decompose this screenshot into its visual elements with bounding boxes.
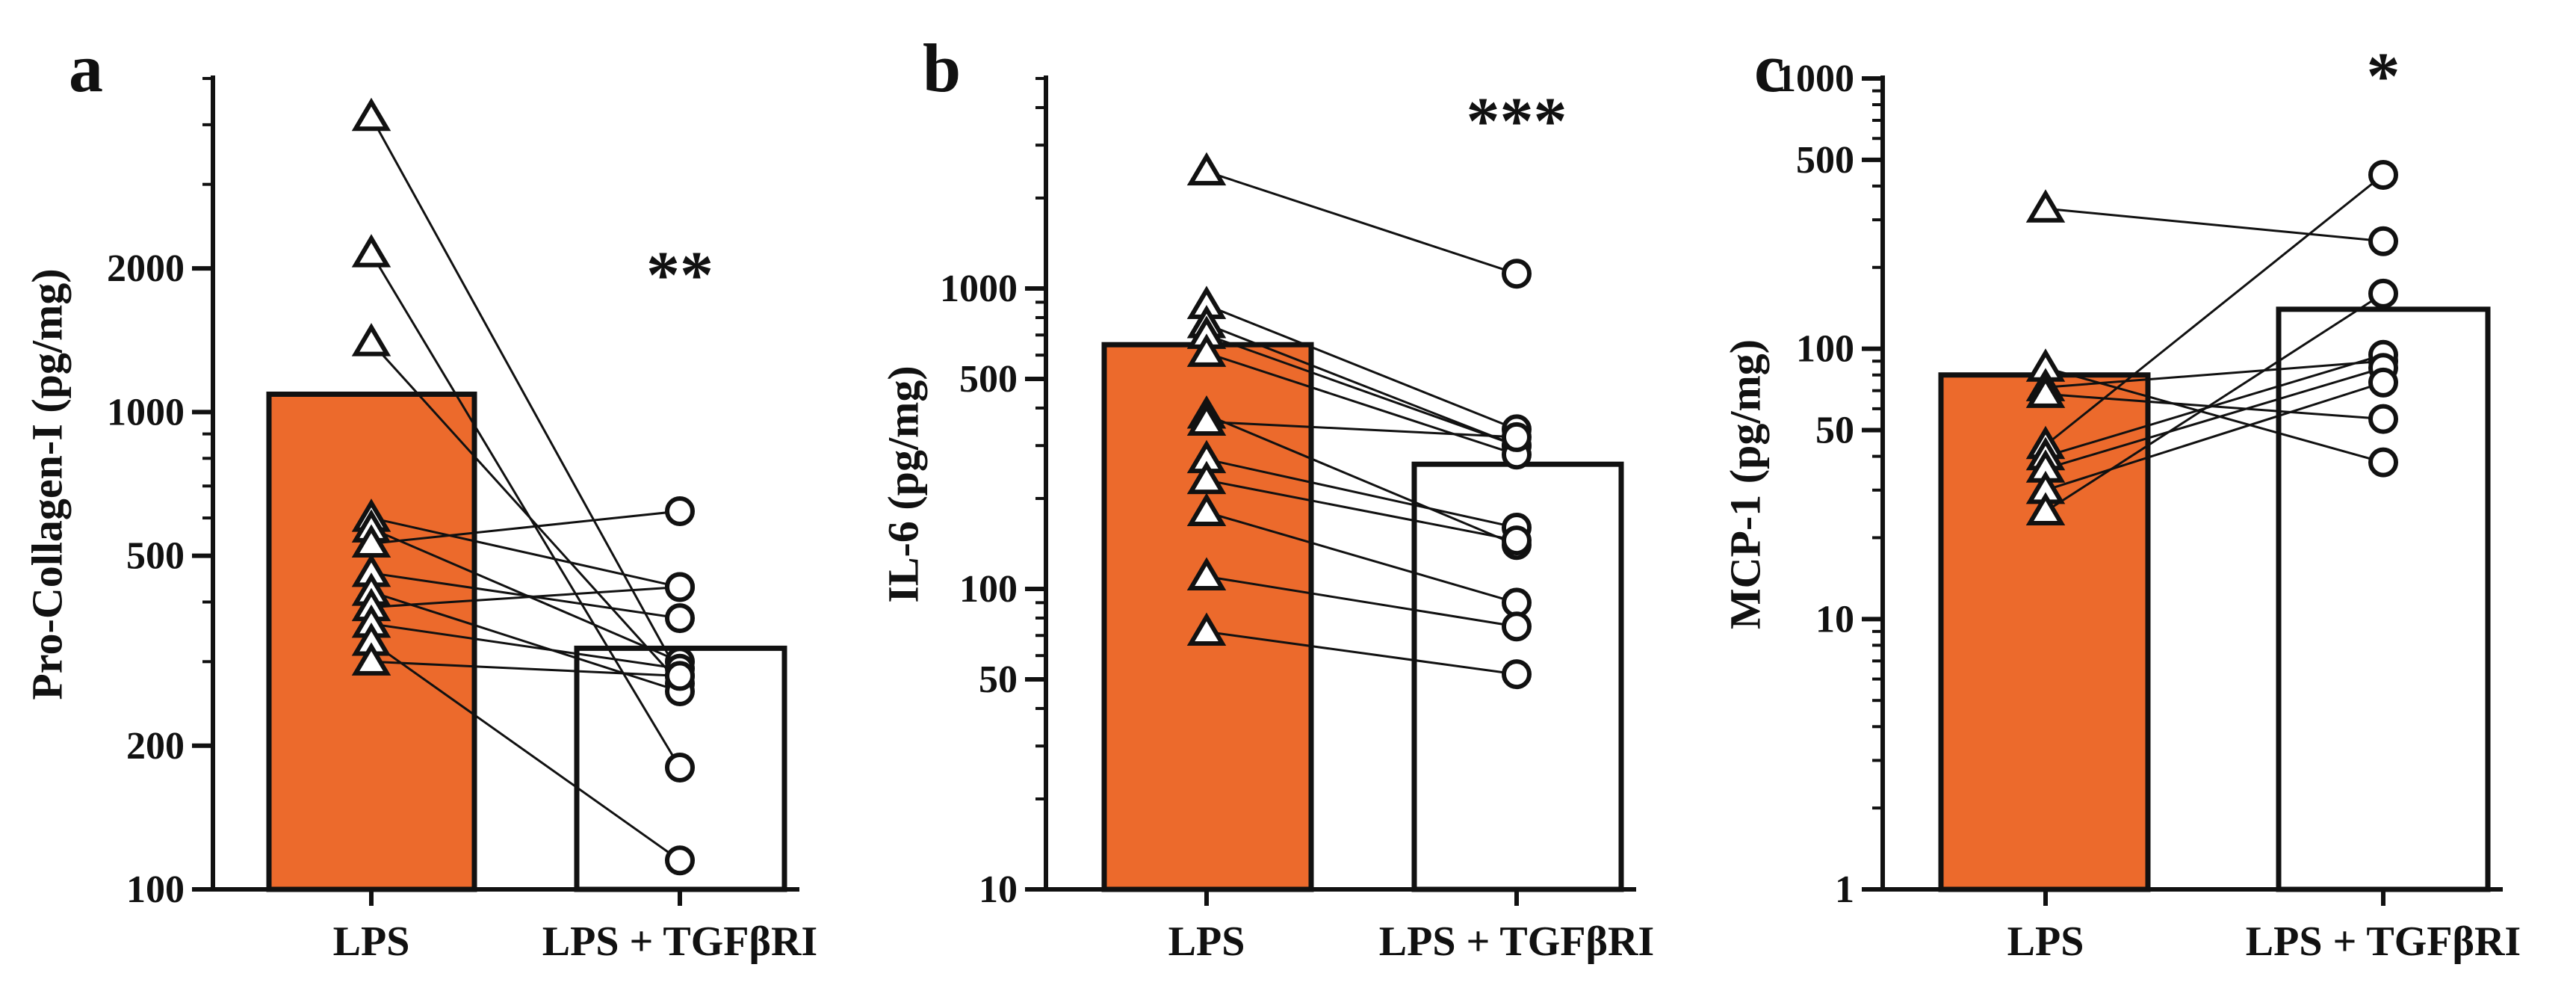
lps-tgfbri-point: [2368, 447, 2398, 478]
lps-tgfbri-point: [2368, 404, 2398, 434]
lps-point: [1186, 460, 1227, 495]
y-tick-label: 200: [126, 725, 185, 768]
x-category-label: LPS + TGFβRI: [2246, 919, 2521, 965]
y-tick-label: 100: [959, 568, 1018, 611]
panel-letter: c: [1754, 30, 1785, 106]
y-axis-title: Pro-Collagen-I (pg/mg): [22, 268, 71, 700]
y-axis-title: IL-6 (pg/mg): [879, 365, 927, 602]
y-tick-label: 500: [126, 535, 185, 578]
panel-c: 1 10 50 100 500 1000 LPS LPS + TGFβRI MCP-1 (pg/…: [1721, 30, 2521, 965]
pair-line: [1206, 351, 1517, 456]
lps-point: [1186, 612, 1227, 646]
lps-tgfbri-point: [665, 572, 695, 602]
y-tick-label: 1000: [107, 391, 185, 433]
lps-tgfbri-point: [1502, 659, 1532, 690]
pair-line: [2045, 173, 2384, 446]
pair-line: [371, 660, 681, 677]
pair-line: [2045, 354, 2384, 458]
pair-line: [1206, 458, 1517, 529]
pair-line: [1206, 510, 1517, 604]
pair-line: [1206, 413, 1517, 546]
pair-line: [1206, 479, 1517, 542]
lps-tgfbri-point: [1502, 422, 1532, 452]
pair-line: [371, 640, 681, 862]
lps-tgfbri-point: [1502, 611, 1532, 642]
y-tick-label: 100: [126, 868, 185, 911]
pair-line: [2045, 359, 2384, 389]
lps-tgfbri-point: [2368, 159, 2398, 190]
lps-point: [351, 97, 391, 132]
y-tick-label: 10: [979, 868, 1018, 911]
pair-line: [1206, 170, 1517, 275]
pair-line: [1206, 575, 1517, 628]
pair-line: [371, 572, 681, 620]
pair-line: [370, 342, 681, 685]
pair-line: [2045, 292, 2384, 513]
lps-tgfbri-point: [2368, 278, 2398, 309]
pair-line: [371, 516, 681, 588]
lps-tgfbri-point: [1502, 525, 1532, 556]
x-category-label: LPS + TGFβRI: [1379, 919, 1654, 965]
lps-point: [351, 642, 391, 676]
pair-line: [1206, 303, 1517, 430]
y-tick-label: 500: [959, 358, 1018, 401]
lps-tgfbri-point: [1502, 259, 1532, 289]
x-category-label: LPS: [333, 919, 410, 965]
lps-point: [1186, 333, 1227, 367]
x-category-label: LPS + TGFβRI: [542, 919, 817, 965]
lps-point: [1186, 493, 1227, 526]
panel-a: 100 200 500 1000 2000 LPS LPS + TGFβRI Pro-Coll…: [22, 30, 817, 965]
y-tick-label: 500: [1796, 139, 1854, 182]
pair-line: [370, 253, 681, 768]
panel-letter: a: [69, 30, 103, 106]
pair-line: [1206, 630, 1517, 676]
pair-line: [2045, 207, 2384, 243]
lps-point: [351, 323, 391, 356]
lps-point: [1186, 557, 1227, 590]
y-tick-label: 50: [979, 658, 1018, 701]
y-tick-label: 1: [1835, 868, 1854, 911]
y-tick-label: 1000: [1777, 58, 1854, 100]
pair-line: [371, 585, 681, 609]
panel-letter: b: [923, 30, 961, 106]
pair-line: [1206, 333, 1517, 447]
pair-line: [1206, 323, 1517, 447]
pair-line: [2045, 366, 2384, 470]
lps-tgfbri-point: [665, 752, 695, 782]
lps-point: [1186, 152, 1227, 186]
lps-tgfbri-point: [665, 496, 695, 526]
pair-line: [371, 510, 681, 545]
lps-tgfbri-point: [665, 603, 695, 634]
pair-line: [371, 623, 681, 670]
lps-tgfbri-point: [665, 661, 695, 691]
lps-tgfbri-point: [2368, 226, 2398, 256]
lps-tgfbri-point: [2368, 367, 2398, 398]
lps-point: [351, 234, 391, 268]
pair-line: [370, 116, 681, 677]
significance-marker: ***: [1467, 84, 1567, 158]
lps-tgfbri-point: [665, 845, 695, 876]
lps-point: [2025, 374, 2066, 408]
pair-line: [1206, 420, 1517, 439]
lps-point: [2025, 492, 2066, 526]
x-category-label: LPS: [2007, 919, 2084, 965]
y-tick-label: 1000: [940, 268, 1018, 310]
significance-marker: *: [2367, 40, 2400, 114]
y-tick-label: 2000: [107, 247, 185, 290]
panel-b: 10 50 100 500 1000 LPS LPS + TGFβRI IL-6 (pg/mg…: [879, 30, 1654, 965]
lps-point: [1186, 402, 1227, 436]
pair-line: [371, 590, 681, 693]
y-tick-label: 100: [1796, 328, 1854, 371]
y-tick-label: 10: [1815, 598, 1854, 640]
y-axis-title: MCP-1 (pg/mg): [1721, 339, 1769, 629]
lps-point: [2025, 189, 2066, 223]
x-category-label: LPS: [1168, 919, 1245, 965]
y-tick-label: 50: [1815, 410, 1854, 452]
pair-line: [2045, 381, 2384, 492]
significance-marker: **: [646, 238, 713, 312]
